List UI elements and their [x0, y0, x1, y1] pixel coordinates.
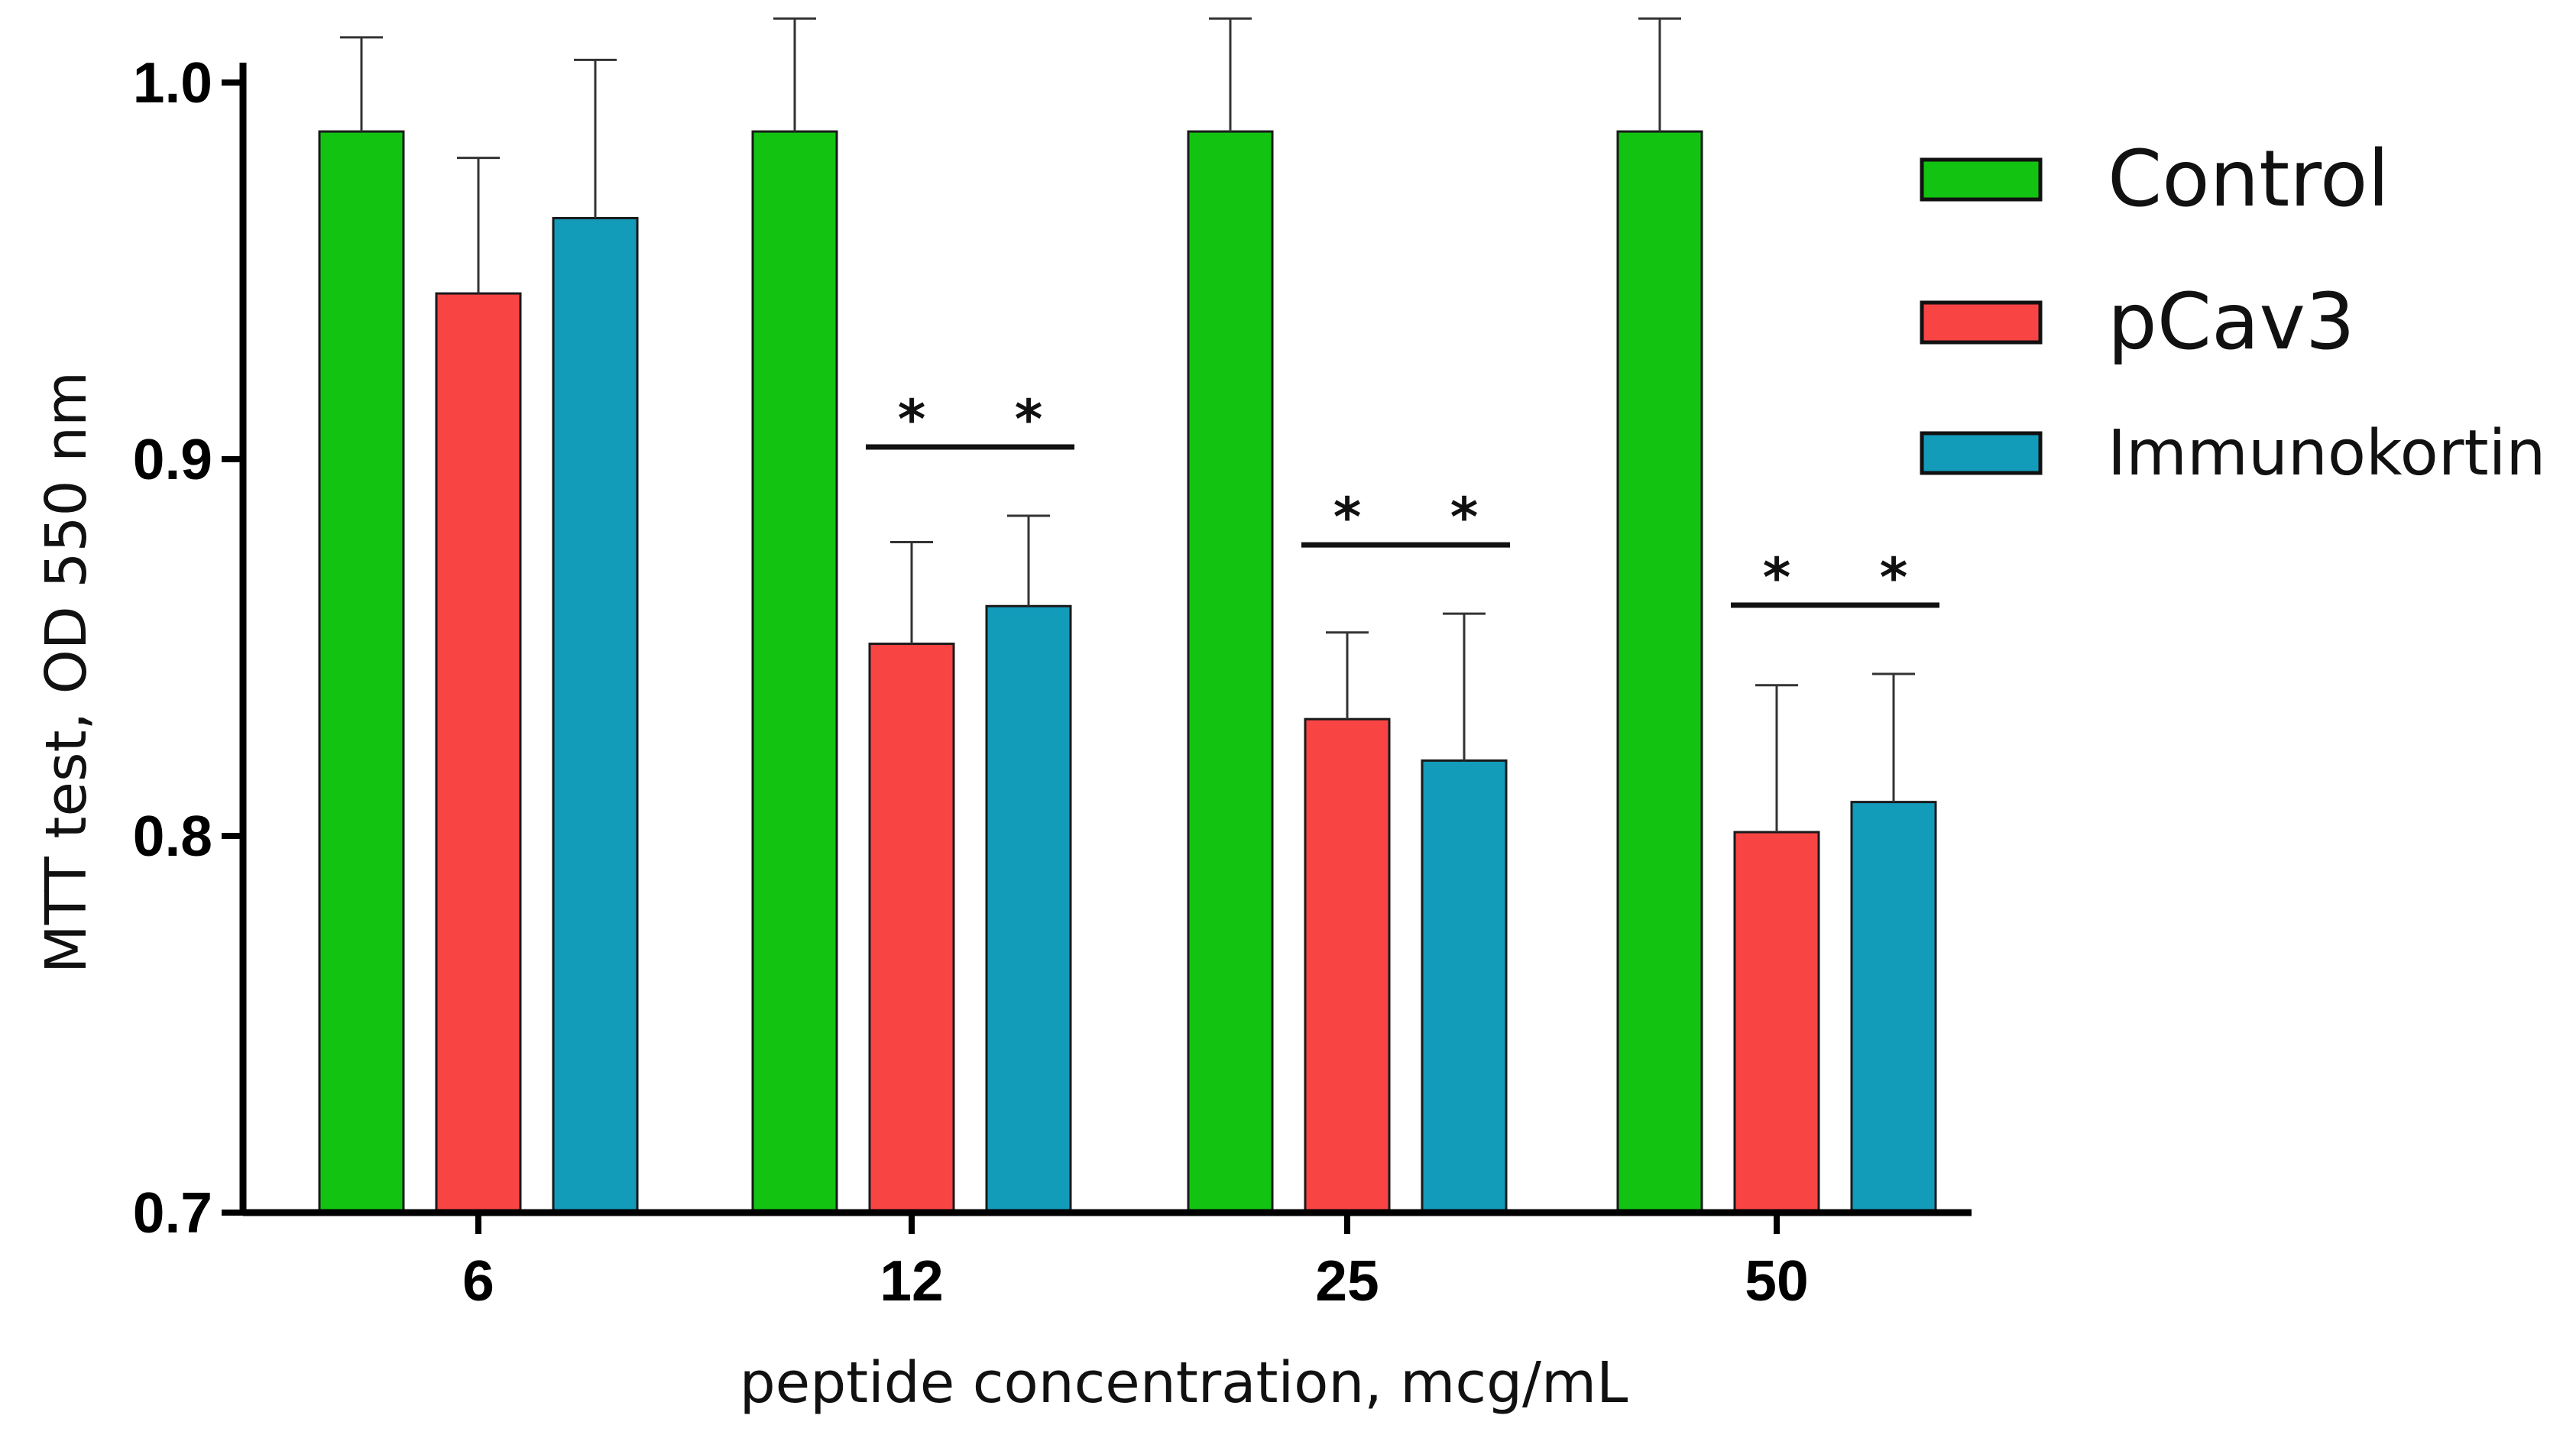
- legend-swatch-immunokortin: [1920, 431, 2043, 475]
- error-bars-layer: [340, 17, 1915, 833]
- x-axis-title: peptide concentration, mcg/mL: [740, 1350, 1628, 1416]
- bar-pcav3-12: [868, 643, 955, 1214]
- legend-swatch-control: [1920, 157, 2043, 202]
- bar-immunokortin-50: [1850, 801, 1937, 1214]
- bar-control-50: [1616, 130, 1703, 1214]
- significance-star-12-immunokortin: *: [1015, 388, 1043, 451]
- significance-star-12-pcav3: *: [898, 388, 926, 451]
- significance-star-25-pcav3: *: [1333, 486, 1362, 549]
- bar-control-25: [1187, 130, 1274, 1214]
- legend-label-immunokortin: Immunokortin: [2108, 417, 2545, 490]
- y-tick-label-0.8: 0.8: [133, 804, 212, 868]
- legend-label-control: Control: [2108, 134, 2390, 225]
- bar-pcav3-6: [435, 292, 522, 1214]
- legend: Control pCav3 Immunokortin: [1920, 134, 2545, 490]
- y-tick-label-0.7: 0.7: [133, 1181, 212, 1245]
- y-axis-title: MTT test, OD 550 nm: [34, 371, 99, 973]
- x-tick-label-6: 6: [462, 1249, 494, 1313]
- bar-immunokortin-25: [1421, 759, 1508, 1214]
- bar-control-6: [318, 130, 405, 1214]
- y-tick-label-1.0: 1.0: [133, 50, 212, 115]
- significance-star-50-pcav3: *: [1763, 546, 1791, 609]
- bar-control-12: [751, 130, 838, 1214]
- axes-layer: 0.7 0.8 0.9 1.0 6 12 25 50 peptide concentration…: [34, 50, 1972, 1416]
- significance-layer: * * * * * *: [866, 388, 1939, 609]
- bars-layer: [318, 130, 1937, 1214]
- x-tick-label-25: 25: [1315, 1249, 1379, 1313]
- bar-immunokortin-6: [552, 216, 639, 1214]
- significance-star-50-immunokortin: *: [1880, 546, 1908, 609]
- y-tick-label-0.9: 0.9: [133, 427, 212, 491]
- x-tick-label-50: 50: [1745, 1249, 1808, 1313]
- x-tick-label-12: 12: [880, 1249, 943, 1313]
- legend-label-pcav3: pCav3: [2108, 277, 2355, 368]
- bar-immunokortin-12: [985, 604, 1072, 1214]
- bar-pcav3-50: [1733, 831, 1820, 1214]
- legend-swatch-pcav3: [1920, 300, 2043, 345]
- significance-star-25-immunokortin: *: [1450, 486, 1479, 549]
- bar-pcav3-25: [1304, 717, 1391, 1214]
